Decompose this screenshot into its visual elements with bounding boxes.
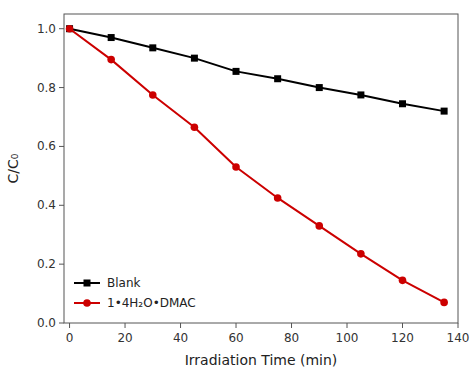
series: [66, 25, 448, 306]
x-tick-label: 120: [391, 331, 414, 345]
data-point: [66, 25, 73, 32]
data-point: [191, 55, 198, 62]
legend-label: 1•4H₂O•DMAC: [107, 296, 196, 310]
data-point: [191, 124, 199, 132]
y-tick: [59, 87, 64, 88]
data-point: [440, 299, 448, 307]
data-point: [232, 163, 240, 171]
y-tick: [59, 264, 64, 265]
x-tick: [69, 323, 70, 328]
x-tick: [180, 323, 181, 328]
y-tick-label: 0.0: [37, 316, 56, 330]
data-point: [66, 25, 74, 33]
x-tick-label: 80: [284, 331, 299, 345]
x-axis-label: Irradiation Time (min): [185, 352, 338, 368]
x-tick-label: 40: [173, 331, 188, 345]
x-tick-label: 20: [117, 331, 132, 345]
legend-label: Blank: [107, 276, 141, 290]
y-tick-label: 1.0: [37, 22, 56, 36]
data-point: [149, 44, 156, 51]
data-point: [315, 222, 323, 230]
y-tick: [59, 323, 64, 324]
data-point: [274, 75, 281, 82]
data-point: [399, 277, 407, 285]
data-point: [357, 250, 365, 258]
x-tick: [291, 323, 292, 328]
data-point: [399, 100, 406, 107]
data-point: [149, 91, 157, 99]
data-point: [107, 56, 115, 64]
series-line: [70, 29, 445, 111]
y-tick-label: 0.2: [37, 257, 56, 271]
x-tick-label: 60: [228, 331, 243, 345]
axes: 0.0 0.2 0.4 0.6 0.8 1.0 0 20 40 60 80 100 120 140: [37, 14, 470, 345]
x-tick: [347, 323, 348, 328]
y-tick: [59, 205, 64, 206]
y-tick-label: 0.4: [37, 198, 56, 212]
y-tick-label: 0.6: [37, 139, 56, 153]
x-tick-label: 100: [336, 331, 359, 345]
plot-area: [66, 25, 448, 306]
data-point: [108, 34, 115, 41]
legend: Blank 1•4H₂O•DMAC: [74, 276, 196, 310]
x-tick: [458, 323, 459, 328]
legend-marker: [83, 299, 91, 307]
background: [0, 0, 474, 375]
series-line: [70, 29, 445, 303]
y-tick: [59, 146, 64, 147]
x-tick: [125, 323, 126, 328]
y-tick-label: 0.8: [37, 81, 56, 95]
y-tick: [59, 28, 64, 29]
x-tick: [402, 323, 403, 328]
data-point: [441, 108, 448, 115]
data-point: [357, 91, 364, 98]
y-axis-label: C/C₀: [5, 153, 21, 183]
legend-marker: [84, 280, 91, 287]
chart: 0.0 0.2 0.4 0.6 0.8 1.0 0 20 40 60 80 100 120 140 Irra…: [0, 0, 474, 375]
data-point: [233, 68, 240, 75]
x-tick: [236, 323, 237, 328]
data-point: [274, 194, 282, 202]
plot-frame: [64, 14, 458, 323]
x-tick-label: 140: [447, 331, 470, 345]
data-point: [316, 84, 323, 91]
x-tick-label: 0: [66, 331, 74, 345]
